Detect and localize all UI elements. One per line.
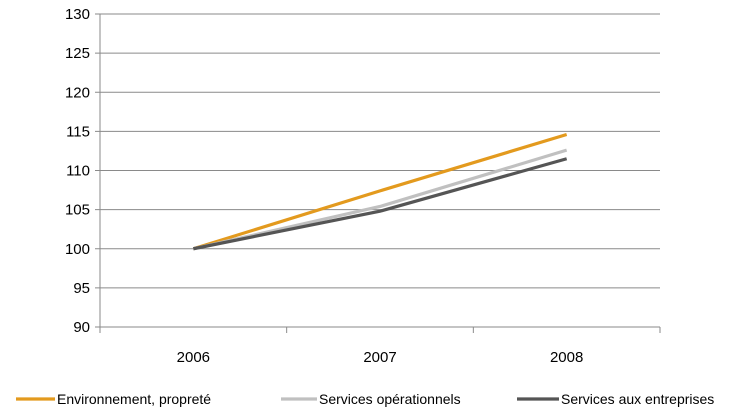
y-tick-label: 130 [65,6,90,23]
series-lines [192,132,568,251]
y-tick-label: 115 [66,123,90,140]
series-line-3 [193,157,568,251]
x-tick-label: 2006 [177,349,210,366]
x-tick-label: 2008 [550,349,583,366]
legend: Environnement, propreté Services opératio… [16,391,714,407]
y-tick-label: 110 [66,163,90,180]
series-line-1 [192,132,568,251]
legend-label-2: Services opérationnels [319,391,461,407]
legend-label-1: Environnement, propreté [57,391,211,407]
y-tick-label: 125 [65,45,90,62]
y-tick-label: 105 [65,202,90,219]
x-tick-labels: 2006 2007 2008 [177,349,584,366]
y-tick-label: 90 [73,319,90,336]
y-tick-label: 100 [65,241,90,258]
x-tick-label: 2007 [363,349,396,366]
y-tick-label: 95 [73,280,90,297]
y-tick-label: 120 [65,84,90,101]
y-tick-labels: 90 95 100 105 110 115 120 125 130 [65,6,90,336]
legend-label-3: Services aux entreprises [561,391,714,407]
series-line-2 [192,148,568,251]
gridlines [100,13,660,328]
axes [95,13,661,333]
